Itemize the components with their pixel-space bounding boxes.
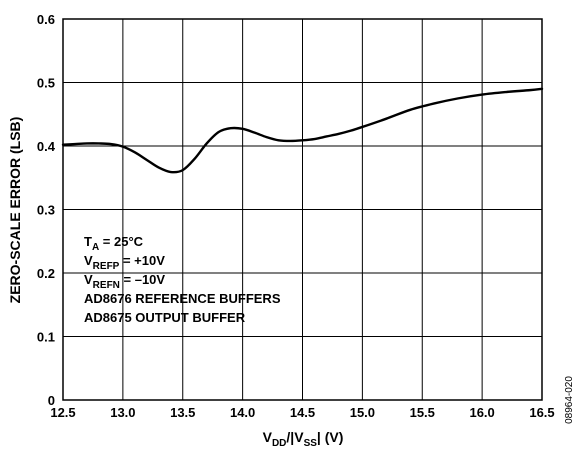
x-tick-label: 16.0 xyxy=(469,405,494,420)
x-axis-label: VDD/|VSS| (V) xyxy=(263,429,344,449)
y-tick-label: 0.2 xyxy=(37,266,55,281)
grid-lines xyxy=(62,18,543,401)
y-tick-label: 0.6 xyxy=(37,12,55,27)
y-tick-label: 0.3 xyxy=(37,203,55,218)
y-axis-ticks: 0 0.1 0.2 0.3 0.4 0.5 0.6 xyxy=(37,12,56,408)
annotation-output-buffer: AD8675 OUTPUT BUFFER xyxy=(84,310,246,325)
x-tick-label: 14.0 xyxy=(230,405,255,420)
plot-frame xyxy=(62,18,543,401)
y-axis-label: ZERO-SCALE ERROR (LSB) xyxy=(7,117,23,304)
figure-id: 08964-020 xyxy=(564,376,575,424)
conditions-annotation: TA = 25°C VREFP = +10V VREFN = –10V AD86… xyxy=(84,234,281,325)
y-tick-label: 0.4 xyxy=(37,139,56,154)
annotation-vrefp: VREFP = +10V xyxy=(84,253,165,272)
y-tick-label: 0.5 xyxy=(37,76,55,91)
annotation-ta: TA = 25°C xyxy=(84,234,144,253)
x-tick-label: 15.5 xyxy=(410,405,435,420)
x-tick-label: 16.5 xyxy=(529,405,554,420)
y-tick-label: 0 xyxy=(48,393,55,408)
x-tick-label: 12.5 xyxy=(50,405,75,420)
y-tick-label: 0.1 xyxy=(37,330,55,345)
series-line xyxy=(61,87,544,174)
x-tick-label: 13.5 xyxy=(170,405,195,420)
annotation-ref-buffers: AD8676 REFERENCE BUFFERS xyxy=(84,291,281,306)
x-tick-label: 13.0 xyxy=(110,405,135,420)
annotation-vrefn: VREFN = –10V xyxy=(84,272,165,291)
x-tick-label: 15.0 xyxy=(350,405,375,420)
x-tick-label: 14.5 xyxy=(290,405,315,420)
x-axis-ticks: 12.5 13.0 13.5 14.0 14.5 15.0 15.5 16.0 16.5 xyxy=(50,405,554,420)
